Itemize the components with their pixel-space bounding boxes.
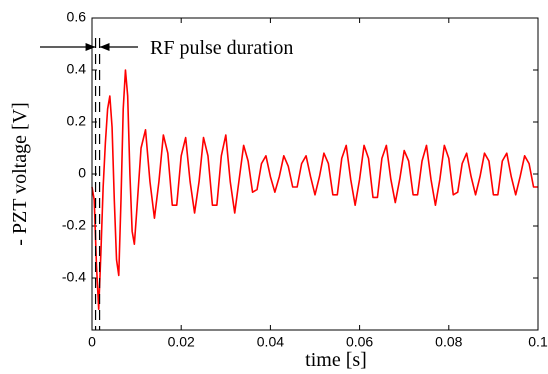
y-tick-label: 0.4 [67, 61, 87, 77]
x-axis-label: time [s] [305, 349, 367, 371]
data-line [91, 69, 538, 310]
y-tick-label: 0.2 [67, 113, 87, 129]
plot-area [92, 18, 538, 330]
plot-frame [91, 17, 539, 331]
y-tick-label: -0.4 [62, 269, 86, 285]
y-tick-label: -0.2 [62, 217, 86, 233]
x-tick-label: 0 [88, 334, 96, 350]
x-tick-label: 0.1 [528, 334, 548, 350]
y-tick-label: 0.6 [67, 9, 87, 25]
y-axis-label: - PZT voltage [V] [9, 102, 31, 246]
x-tick-label: 0.04 [257, 334, 284, 350]
x-tick-label: 0.06 [346, 334, 373, 350]
x-tick-label: 0.08 [435, 334, 462, 350]
x-tick-label: 0.02 [168, 334, 195, 350]
y-tick-label: 0 [78, 165, 86, 181]
annotation: RF pulse duration [150, 37, 293, 59]
